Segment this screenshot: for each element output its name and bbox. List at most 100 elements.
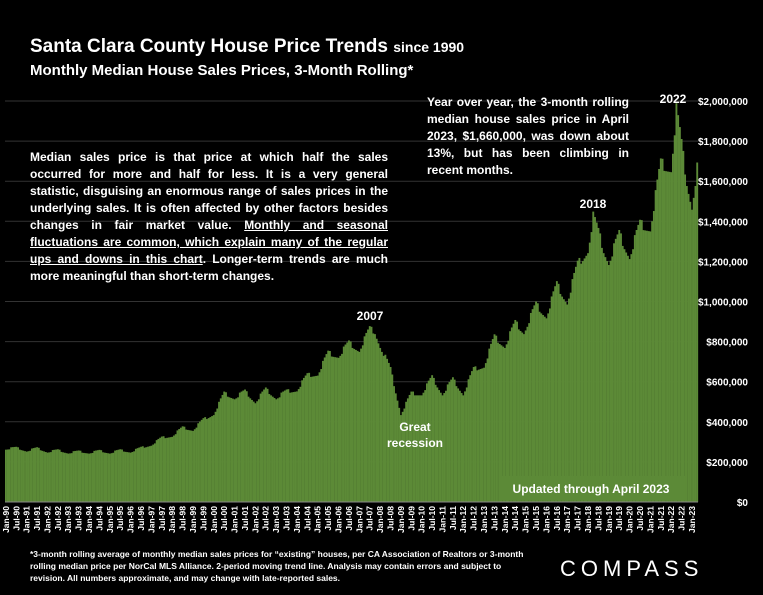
x-tick-label: Jul-97 (157, 506, 167, 531)
price-bar (687, 193, 690, 502)
note-part-1: Median sales price is that price at whic… (30, 150, 388, 232)
price-bar (654, 190, 657, 502)
price-bar (576, 260, 579, 502)
price-bar (245, 391, 248, 502)
price-bar (70, 453, 73, 502)
x-tick-label: Jan-95 (105, 506, 115, 533)
price-bar (566, 304, 569, 502)
price-bar (649, 231, 652, 502)
price-bar (10, 447, 13, 502)
price-bar (450, 379, 453, 502)
x-tick-label: Jul-02 (261, 506, 271, 531)
price-bar (510, 327, 513, 502)
price-bar (571, 279, 574, 502)
price-bar (523, 334, 525, 502)
price-bar (62, 452, 65, 502)
price-bar (167, 437, 170, 502)
price-bar (529, 312, 532, 502)
price-bar (257, 399, 260, 502)
price-bar (507, 340, 510, 502)
price-bar (365, 332, 368, 502)
price-bar (65, 453, 68, 502)
price-bar (259, 393, 262, 502)
price-bar (244, 389, 246, 502)
x-tick-label: Jul-12 (469, 506, 479, 531)
price-bar (131, 451, 134, 502)
x-tick-label: Jul-19 (614, 506, 624, 531)
price-bar (427, 380, 430, 502)
price-bar (663, 170, 666, 502)
price-bar (666, 171, 669, 502)
price-bar (20, 450, 23, 502)
price-bar (122, 451, 125, 502)
price-bar (445, 390, 447, 502)
price-bar (155, 440, 158, 502)
price-bar (292, 392, 295, 502)
x-tick-label: Jul-08 (385, 506, 395, 531)
x-tick-label: Jul-16 (552, 506, 562, 531)
x-tick-label: Jul-99 (198, 506, 208, 531)
price-bar (436, 387, 439, 502)
price-bar (110, 453, 113, 502)
price-bar (8, 449, 11, 502)
price-bar (611, 256, 614, 502)
price-bar (50, 452, 52, 502)
price-bar (266, 388, 269, 502)
price-bar (98, 449, 101, 502)
x-tick-label: Jul-92 (53, 506, 63, 531)
x-tick-label: Jan-93 (63, 506, 73, 533)
price-bar (652, 211, 655, 502)
price-bar (13, 446, 16, 502)
x-tick-label: Jan-14 (500, 506, 510, 533)
annotation-great-recession-line1: Great (399, 420, 430, 434)
x-tick-label: Jan-23 (687, 506, 697, 533)
price-bar (453, 379, 456, 502)
price-bar (488, 348, 491, 502)
x-tick-label: Jul-17 (573, 506, 583, 531)
x-tick-label: Jul-11 (448, 506, 458, 530)
price-bar (254, 403, 257, 502)
price-bar (162, 436, 165, 502)
price-bar (102, 452, 104, 502)
price-bar (242, 390, 245, 502)
price-bar (379, 347, 382, 502)
price-bar (233, 399, 236, 502)
price-bar (231, 398, 234, 502)
note-underlined: Monthly and seasonal fluctuations are co… (30, 218, 388, 266)
price-bar (557, 283, 560, 502)
annotation-great-recession-line2: recession (387, 436, 443, 450)
price-bar (483, 367, 486, 502)
price-bar (275, 399, 278, 502)
price-bar (328, 351, 331, 502)
price-bar (344, 344, 347, 502)
price-bar (420, 395, 423, 502)
price-bar (129, 452, 132, 502)
x-tick-label: Jul-13 (489, 506, 499, 531)
price-bar (465, 387, 468, 502)
price-bar (178, 429, 181, 502)
price-bar (607, 265, 610, 502)
price-bar (181, 426, 184, 502)
price-bar (678, 127, 681, 502)
x-tick-label: Jan-96 (126, 506, 136, 533)
price-bar (439, 392, 442, 502)
price-bar (587, 253, 589, 502)
price-bar (389, 367, 392, 502)
price-bar (283, 390, 286, 502)
price-bar (632, 249, 635, 502)
price-bar (173, 435, 175, 502)
x-tick-label: Jul-10 (427, 506, 437, 531)
price-bar (147, 446, 149, 502)
price-bar (429, 377, 432, 502)
price-bar (34, 447, 37, 502)
price-bar (375, 338, 378, 502)
price-bar (555, 281, 558, 502)
price-bar (199, 421, 201, 502)
price-bar (581, 261, 584, 502)
price-bar (637, 224, 640, 502)
price-bar (138, 447, 141, 502)
price-bar (595, 222, 598, 502)
price-bar (524, 330, 527, 502)
price-bar (469, 375, 472, 502)
